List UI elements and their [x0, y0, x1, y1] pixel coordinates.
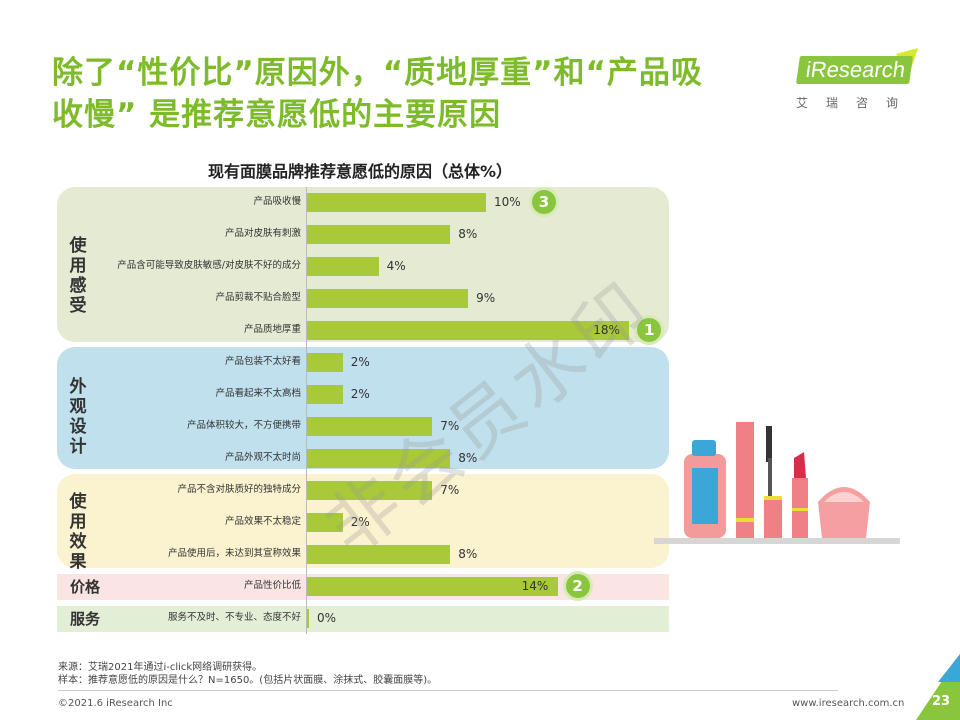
data-label: 7%	[440, 419, 460, 433]
page-number: 23	[932, 694, 951, 709]
category-label: 产品不含对肤质好的独特成分	[177, 484, 301, 495]
category-label: 产品使用后，未达到其宣称效果	[167, 548, 301, 559]
category-label: 服务不及时、不专业、态度不好	[167, 612, 301, 623]
data-label: 4%	[386, 259, 406, 273]
bar	[307, 289, 469, 308]
rank-badge: 2	[565, 574, 590, 598]
data-label: 10%	[494, 195, 521, 209]
data-label: 8%	[458, 451, 478, 465]
group-label-appearance: 外观设计	[69, 377, 87, 457]
page-title-line-1: 除了“性价比”原因外，“质地厚重”和“产品吸	[52, 55, 703, 91]
data-label: 8%	[458, 227, 478, 241]
group-box-appearance	[57, 347, 669, 469]
footer-copyright: ©2021.6 iResearch Inc	[58, 698, 173, 709]
bar	[307, 193, 486, 212]
data-label: 2%	[350, 387, 370, 401]
category-label: 产品外观不太时尚	[224, 452, 301, 463]
group-band-service	[57, 606, 669, 632]
data-label: 2%	[350, 515, 370, 529]
data-label: 18%	[593, 323, 620, 337]
data-label: 9%	[476, 291, 496, 305]
category-label: 产品体积较大，不方便携带	[186, 420, 301, 431]
bar	[307, 385, 343, 404]
bar	[307, 257, 379, 276]
rank-badge: 3	[532, 190, 556, 214]
iresearch-logo: iResearch 艾瑞咨询	[792, 48, 922, 118]
data-label: 2%	[350, 355, 370, 369]
bar	[307, 577, 558, 596]
footer-url[interactable]: www.iresearch.com.cn	[792, 698, 905, 709]
bar	[307, 609, 309, 628]
bar	[307, 321, 630, 340]
category-label: 产品质地厚重	[243, 324, 301, 335]
bar	[307, 353, 343, 372]
cosmetics-illustration	[654, 422, 900, 544]
logo-text: iResearch	[796, 56, 914, 84]
page-title: 除了“性价比”原因外，“质地厚重”和“产品吸 收慢” 是推荐意愿低的主要原因	[52, 52, 772, 136]
footer-sample: 样本：推荐意愿低的原因是什么？N=1650。(包括片状面膜、涂抹式、胶囊面膜等)…	[58, 675, 438, 686]
bar	[307, 513, 343, 532]
category-label: 产品剪裁不贴合脸型	[215, 292, 301, 303]
chart-axis-line	[306, 187, 307, 634]
data-label: 14%	[521, 579, 549, 593]
category-label: 产品吸收慢	[253, 196, 301, 207]
category-label: 产品效果不太稳定	[224, 516, 301, 527]
group-label-usage-effect: 使用效果	[69, 492, 87, 572]
rank-badge: 1	[637, 318, 662, 342]
logo-subtitle: 艾瑞咨询	[796, 96, 917, 110]
category-label: 产品对皮肤有刺激	[224, 228, 301, 239]
category-label: 产品含可能导致皮肤敏感/对皮肤不好的成分	[117, 260, 301, 271]
page-title-line-2: 收慢” 是推荐意愿低的主要原因	[52, 97, 502, 133]
bar	[307, 481, 433, 500]
category-label: 产品包装不太好看	[224, 356, 301, 367]
group-label-usage-feel: 使用感受	[69, 236, 87, 316]
footer-divider	[58, 690, 838, 691]
chart-title: 现有面膜品牌推荐意愿低的原因（总体%）	[207, 162, 513, 181]
data-label: 0%	[317, 611, 337, 625]
data-label: 8%	[458, 547, 478, 561]
bar	[307, 545, 451, 564]
group-label-price: 价格	[70, 578, 101, 596]
bar	[307, 417, 433, 436]
bar	[307, 449, 451, 468]
page-corner-icon	[916, 654, 960, 720]
group-label-service: 服务	[70, 610, 101, 628]
footer-source: 来源：艾瑞2021年通过i-click网络调研获得。	[58, 662, 263, 673]
category-label: 产品性价比低	[243, 580, 301, 591]
bar	[307, 225, 451, 244]
category-label: 产品看起来不太高档	[215, 388, 301, 399]
data-label: 7%	[440, 483, 460, 497]
